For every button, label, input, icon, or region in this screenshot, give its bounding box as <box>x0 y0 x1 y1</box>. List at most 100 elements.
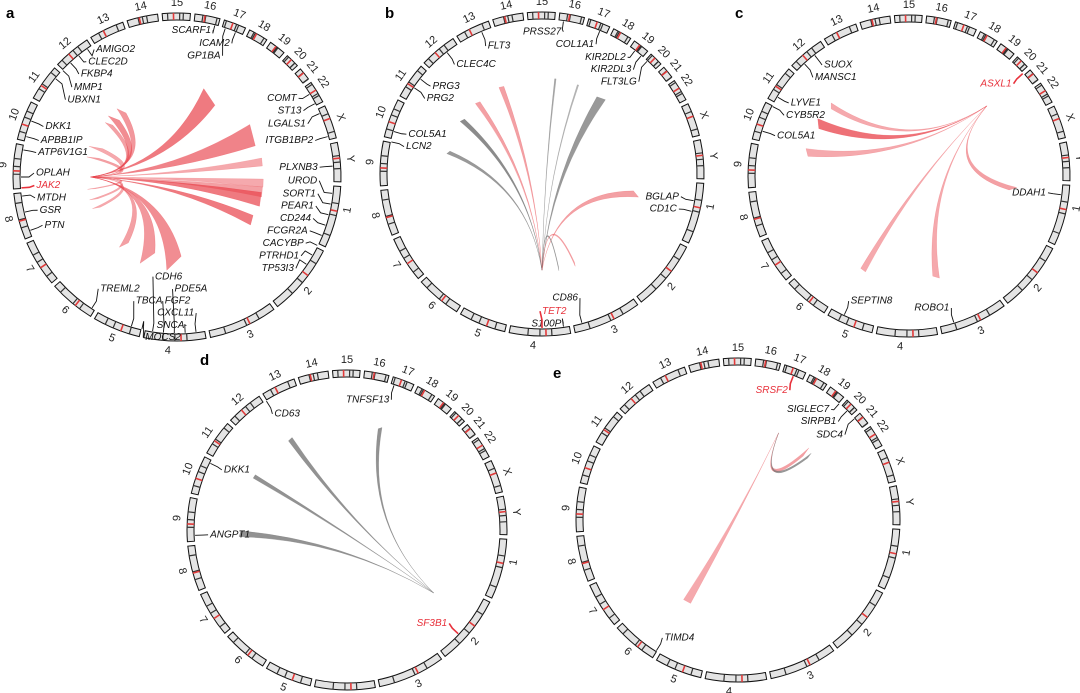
chromosome-band <box>599 600 607 605</box>
chromosome-band <box>723 674 726 682</box>
chromosome-7 <box>393 235 425 280</box>
chromosome-3 <box>573 298 639 334</box>
centromere-mark <box>763 360 767 368</box>
chromosome-band <box>665 76 673 82</box>
chromosome-band <box>493 484 501 488</box>
chromosome-band <box>507 15 510 23</box>
chromosome-label: 14 <box>134 0 148 14</box>
chromosome-band <box>810 376 815 384</box>
chromosome-20 <box>645 53 662 70</box>
chromosome-band <box>115 24 120 32</box>
chromosome-label: Y <box>707 152 720 161</box>
chromosome-band <box>1060 200 1068 203</box>
chromosome-label: Y <box>344 155 357 164</box>
gene-label: SF3B1 <box>417 618 448 629</box>
chromosome-12 <box>229 395 264 426</box>
gene-label: LYVE1 <box>791 98 821 109</box>
chromosome-band <box>619 307 624 315</box>
chromosome-band <box>427 394 433 401</box>
gene-leader-line <box>762 130 776 137</box>
chromosome-band <box>811 377 816 385</box>
chromosome-16 <box>925 15 952 29</box>
chromosome-band <box>861 422 869 428</box>
chromosome-band <box>966 26 971 34</box>
centromere-mark <box>119 324 124 332</box>
chromosome-label: 1 <box>1070 204 1080 212</box>
chromosome-band <box>582 474 590 478</box>
chromosome-band <box>36 258 44 263</box>
chromosome-band <box>497 554 505 557</box>
chromosome-7 <box>761 237 793 281</box>
chromosome-band <box>289 62 296 69</box>
gene-leader-line <box>70 62 80 75</box>
chromosome-band <box>761 359 765 368</box>
gene-label: SNCA <box>157 320 185 331</box>
links <box>805 102 1018 279</box>
chromosome-band <box>189 554 197 557</box>
chromosome-label: 16 <box>203 0 217 13</box>
centromere-mark <box>1031 267 1039 274</box>
gene-label: PEAR1 <box>281 201 314 212</box>
chromosome-8 <box>748 191 768 238</box>
centromere-mark <box>603 428 610 435</box>
centromere-mark <box>1061 156 1070 159</box>
chromosome-label: 12 <box>229 391 246 408</box>
chromosome-label: X <box>334 112 348 124</box>
gene-label: SRSF2 <box>756 385 789 396</box>
chromosome-band <box>454 638 461 645</box>
chromosome-band <box>880 456 888 461</box>
link-ribbon <box>446 150 543 271</box>
gene-leader-line <box>680 196 694 202</box>
gene-label: LGALS1 <box>268 118 306 129</box>
gene-label: TIMD4 <box>664 633 694 644</box>
chromosome-band <box>1039 256 1046 262</box>
gene-leader-line <box>539 311 543 328</box>
gene-label: JAK2 <box>35 180 60 191</box>
chromosome-band <box>232 637 239 643</box>
chromosome-band <box>806 51 812 58</box>
centromere-mark <box>594 21 599 29</box>
chromosome-1 <box>681 182 705 244</box>
chromosome-band <box>269 389 275 396</box>
gene-leader-line <box>414 87 426 99</box>
chromosome-band <box>20 225 28 229</box>
centromere-mark <box>1015 60 1022 67</box>
centromere-mark <box>213 439 221 446</box>
chromosome-label: 3 <box>805 669 816 682</box>
chromosome-label: 2 <box>665 281 678 293</box>
chromosome-label: 14 <box>499 0 513 13</box>
chromosome-band <box>438 293 445 300</box>
chromosome-band <box>308 374 312 382</box>
centromere-mark <box>889 551 897 555</box>
chromosome-band <box>287 381 291 389</box>
centromere-mark <box>636 641 643 648</box>
chromosome-band <box>128 327 132 335</box>
gene-leader-line <box>638 61 648 82</box>
chromosome-band <box>806 294 812 301</box>
centromere-mark <box>246 317 251 325</box>
chromosome-label: 12 <box>790 36 807 53</box>
gene-leader-line <box>210 462 223 471</box>
chromosome-band <box>832 391 838 398</box>
centromere-mark <box>868 433 876 439</box>
chromosome-6 <box>420 276 462 313</box>
chromosome-label: 3 <box>245 328 256 341</box>
chromosome-15 <box>331 369 361 379</box>
gene-label: COMT <box>267 93 297 104</box>
gene-leader-line <box>391 141 405 147</box>
chromosome-band <box>259 37 265 45</box>
chromosome-7 <box>199 591 231 634</box>
chromosome-16 <box>558 12 586 26</box>
gene-labels: CD63 TNFSF13 DKK1 ANGPT1 SF3B1 <box>195 385 459 635</box>
chromosome-band <box>650 283 657 290</box>
centromere-mark <box>372 372 376 380</box>
chromosome-band <box>192 569 200 573</box>
chromosome-band <box>954 22 959 30</box>
gene-leader-line <box>300 250 313 257</box>
chromosome-band <box>316 372 320 380</box>
chromosome-band <box>302 78 309 84</box>
centromere-mark <box>806 658 811 666</box>
chromosome-3 <box>769 644 835 680</box>
chromosome-band <box>296 277 303 284</box>
chromosome-band <box>1050 113 1058 118</box>
